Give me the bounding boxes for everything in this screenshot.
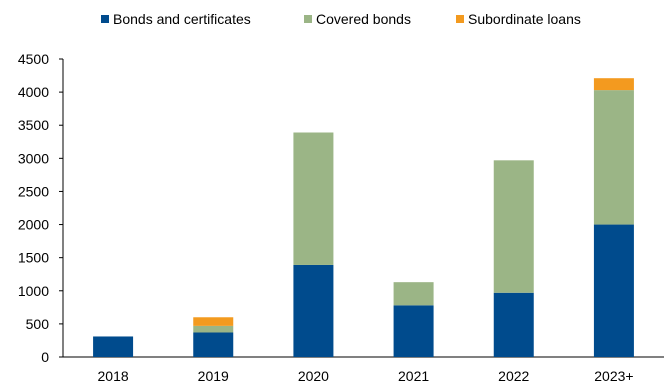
bar-segment-1 bbox=[93, 336, 134, 357]
bar-segment-1 bbox=[193, 332, 234, 357]
x-tick-label: 2021 bbox=[398, 368, 429, 383]
legend-swatch-1 bbox=[101, 15, 109, 23]
y-axis: 0 500 1000 1500 2000 2500 3000 3500 4000 4500 bbox=[18, 51, 64, 365]
bar-segment-2 bbox=[593, 90, 634, 225]
bar-segment-3 bbox=[193, 317, 234, 326]
legend: Bonds and certificates Covered bonds Subor… bbox=[101, 11, 581, 27]
bar-segment-2 bbox=[193, 325, 234, 333]
x-tick-label: 2018 bbox=[98, 368, 129, 383]
bar-segment-1 bbox=[393, 305, 434, 357]
legend-label-3: Subordinate loans bbox=[468, 11, 581, 27]
x-tick-label: 2023+ bbox=[594, 368, 633, 383]
legend-swatch-2 bbox=[304, 15, 312, 23]
x-tick-label: 2019 bbox=[198, 368, 229, 383]
legend-swatch-3 bbox=[456, 15, 464, 23]
y-tick-label: 2500 bbox=[18, 183, 49, 199]
bar-segment-3 bbox=[593, 78, 634, 91]
y-tick-label: 500 bbox=[26, 316, 50, 332]
bars bbox=[93, 78, 634, 357]
legend-label-1: Bonds and certificates bbox=[113, 11, 251, 27]
x-axis: 2018 2019 2020 2021 2022 2023+ bbox=[63, 356, 664, 384]
bar-segment-1 bbox=[293, 264, 334, 357]
bar-segment-1 bbox=[493, 292, 534, 357]
y-tick-label: 3000 bbox=[18, 150, 49, 166]
y-tick-label: 1500 bbox=[18, 250, 49, 266]
y-tick-label: 4500 bbox=[18, 51, 49, 67]
y-tick-label: 3500 bbox=[18, 117, 49, 133]
legend-label-2: Covered bonds bbox=[316, 11, 411, 27]
y-tick-label: 2000 bbox=[18, 217, 49, 233]
x-tick-label: 2022 bbox=[498, 368, 529, 383]
bar-segment-2 bbox=[393, 282, 434, 306]
x-tick-label: 2020 bbox=[298, 368, 329, 383]
y-tick-label: 1000 bbox=[18, 283, 49, 299]
y-tick-label: 0 bbox=[41, 349, 49, 365]
bar-segment-2 bbox=[293, 132, 334, 265]
bar-segment-1 bbox=[593, 224, 634, 357]
y-tick-label: 4000 bbox=[18, 84, 49, 100]
bar-segment-2 bbox=[493, 160, 534, 293]
